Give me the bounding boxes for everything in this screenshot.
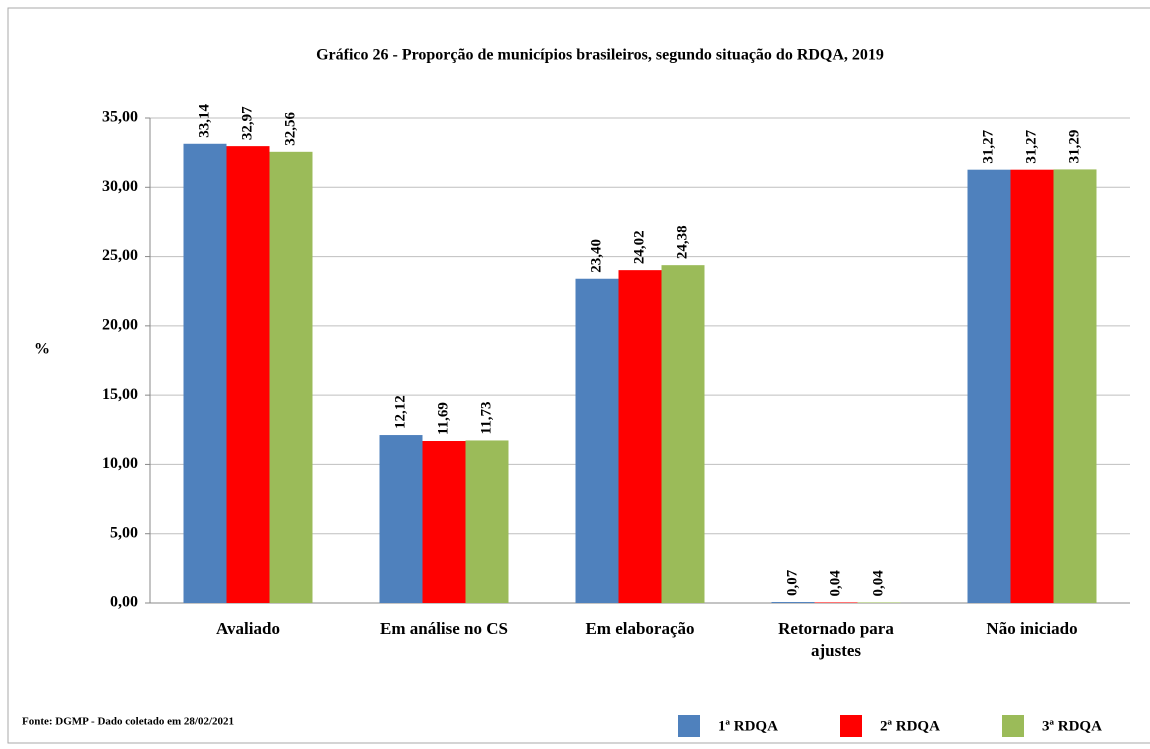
bar [465, 440, 509, 603]
legend-swatch [678, 715, 700, 737]
x-tick-label: Não iniciado [986, 619, 1078, 638]
legend-label: 2ª RDQA [880, 718, 940, 734]
y-tick-label: 0,00 [110, 594, 138, 611]
y-tick-label: 25,00 [102, 247, 138, 264]
data-label: 0,07 [784, 569, 800, 596]
data-label: 31,29 [1066, 130, 1082, 164]
bar [422, 441, 466, 603]
bar [771, 602, 815, 603]
x-tick-label: Retornado para ajustes [778, 619, 894, 660]
data-label: 0,04 [827, 570, 843, 597]
bar [226, 146, 270, 603]
data-label: 23,40 [588, 239, 604, 273]
legend-label: 3ª RDQA [1042, 718, 1102, 734]
y-tick-label: 10,00 [102, 455, 138, 472]
x-tick-label: Em análise no CS [380, 619, 508, 638]
y-tick-label: 30,00 [102, 178, 138, 195]
bar [1010, 169, 1054, 604]
bar [857, 602, 901, 603]
bar [618, 270, 662, 603]
data-label: 11,73 [478, 402, 494, 435]
data-label: 0,04 [870, 570, 886, 597]
bar [814, 602, 858, 603]
legend-swatch [1002, 715, 1024, 737]
legend-label: 1ª RDQA [718, 718, 778, 734]
frame [7, 7, 1150, 744]
data-label: 11,69 [435, 402, 451, 435]
y-tick-label: 5,00 [110, 524, 138, 541]
chart-title: Gráfico 26 - Proporção de municípios bra… [316, 47, 884, 64]
bar [967, 169, 1011, 604]
source: Fonte: DGMP - Dado coletado em 28/02/202… [22, 716, 234, 728]
x-tick-label: Avaliado [216, 619, 280, 638]
data-label: 31,27 [980, 129, 996, 163]
bar [269, 151, 313, 603]
x-tick-label: Em elaboração [585, 619, 695, 638]
bar [379, 435, 423, 603]
data-label: 32,97 [239, 106, 255, 140]
y-tick-label: 15,00 [102, 386, 138, 403]
bar [661, 265, 705, 603]
y-axis-label: % [34, 341, 50, 358]
bar [183, 143, 227, 603]
data-label: 31,27 [1023, 129, 1039, 163]
data-label: 12,12 [392, 395, 408, 429]
data-label: 24,38 [674, 225, 690, 259]
y-tick-label: 35,00 [102, 109, 138, 126]
legend-swatch [840, 715, 862, 737]
bar [575, 278, 619, 603]
data-label: 24,02 [631, 230, 647, 264]
bar [1053, 169, 1097, 603]
data-label: 32,56 [282, 112, 298, 146]
y-tick-label: 20,00 [102, 317, 138, 334]
data-label: 33,14 [196, 104, 212, 138]
